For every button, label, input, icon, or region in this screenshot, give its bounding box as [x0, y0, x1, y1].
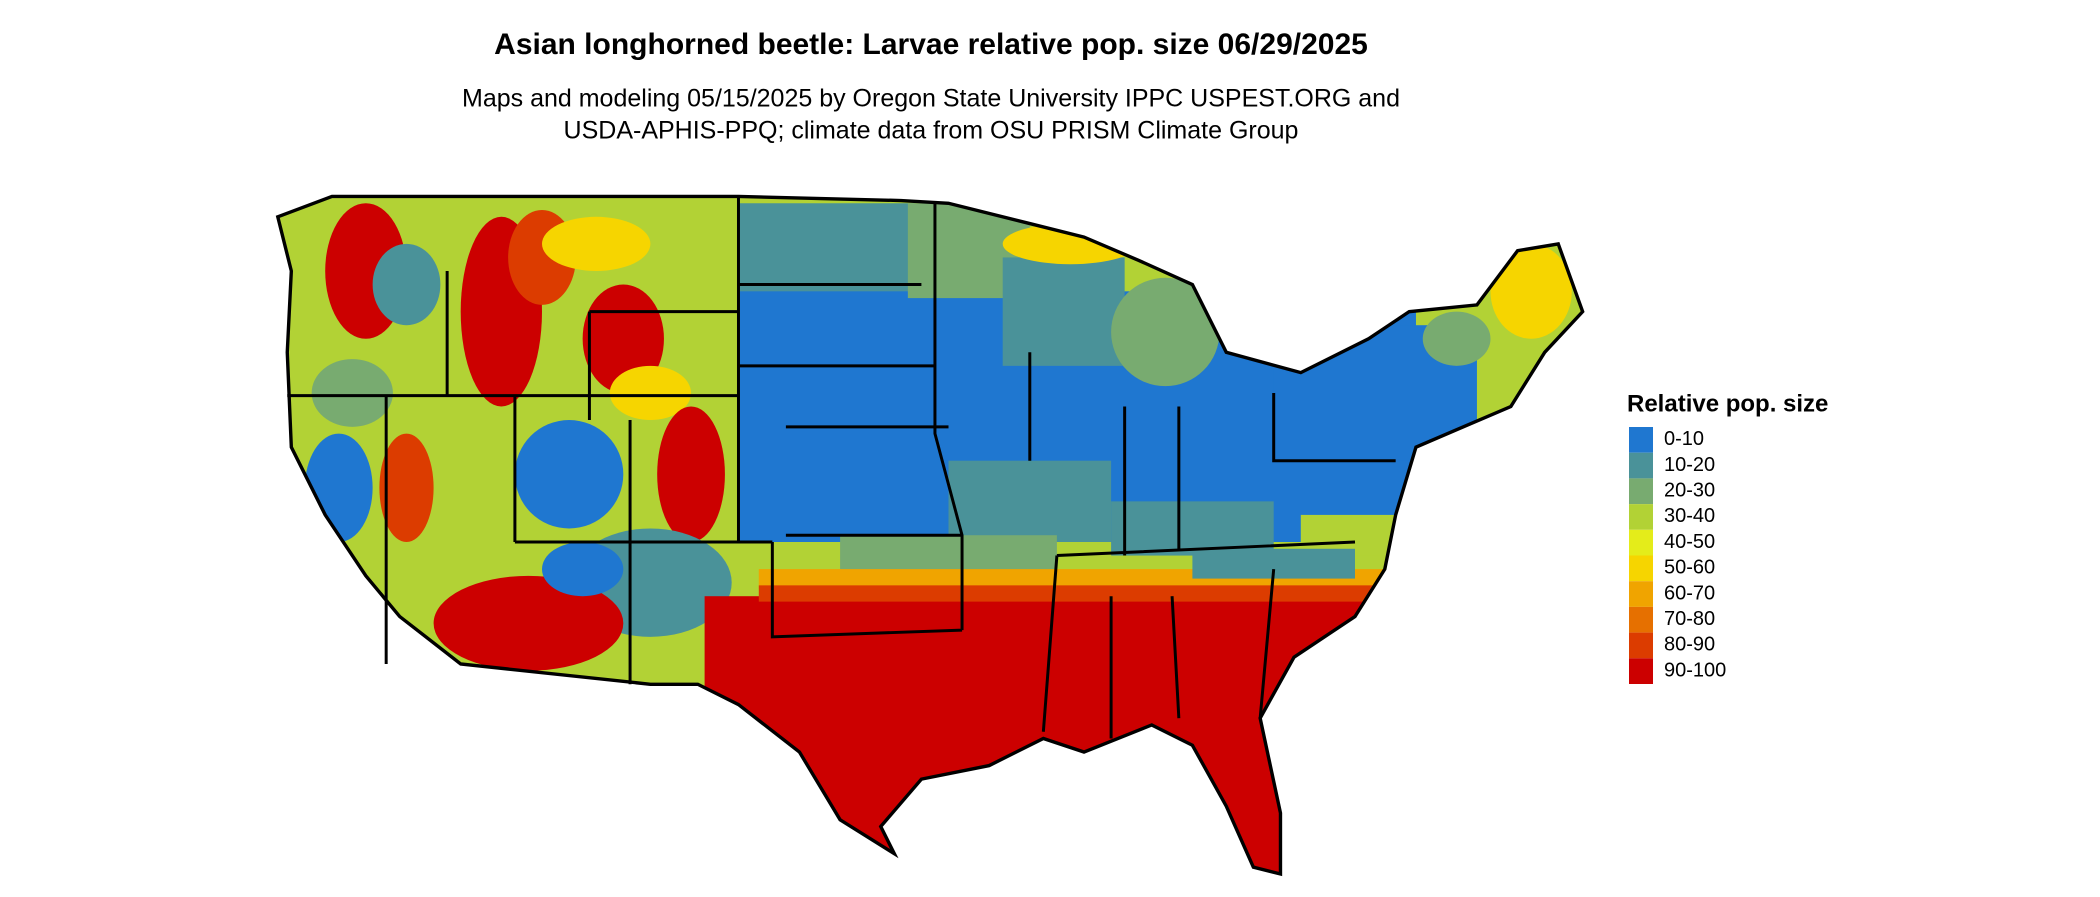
legend-swatch	[1629, 658, 1653, 684]
legend-label: 90-100	[1664, 659, 1726, 681]
subtitle: USDA-APHIS-PPQ; climate data from OSU PR…	[564, 117, 1299, 145]
title: Asian longhorned beetle: Larvae relative…	[494, 28, 1368, 61]
legend-label: 60-70	[1664, 582, 1715, 604]
legend-label: 70-80	[1664, 608, 1715, 630]
legend-swatch	[1629, 606, 1653, 633]
legend-label: 40-50	[1664, 531, 1715, 553]
legend-label: 80-90	[1664, 634, 1715, 656]
legend-swatch	[1629, 555, 1653, 582]
legend-swatch	[1629, 529, 1653, 556]
legend: Relative pop. size 0-10 10-20 20-30 30-40 40…	[1627, 390, 1828, 684]
subtitle: Maps and modeling 05/15/2025 by Oregon S…	[462, 85, 1400, 113]
legend-swatch	[1629, 504, 1653, 530]
legend-swatch	[1629, 478, 1653, 505]
legend-label: 10-20	[1664, 454, 1715, 476]
legend-swatch	[1629, 632, 1653, 659]
legend-swatch	[1629, 427, 1653, 453]
legend-swatch	[1629, 581, 1653, 607]
legend-label: 0-10	[1664, 428, 1704, 450]
legend-title: Relative pop. size	[1627, 390, 1828, 417]
legend-label: 20-30	[1664, 480, 1715, 502]
map	[276, 194, 1585, 876]
legend-label: 30-40	[1664, 505, 1715, 527]
legend-label: 50-60	[1664, 557, 1715, 579]
state-borders	[276, 194, 1585, 876]
legend-swatch	[1629, 452, 1653, 479]
